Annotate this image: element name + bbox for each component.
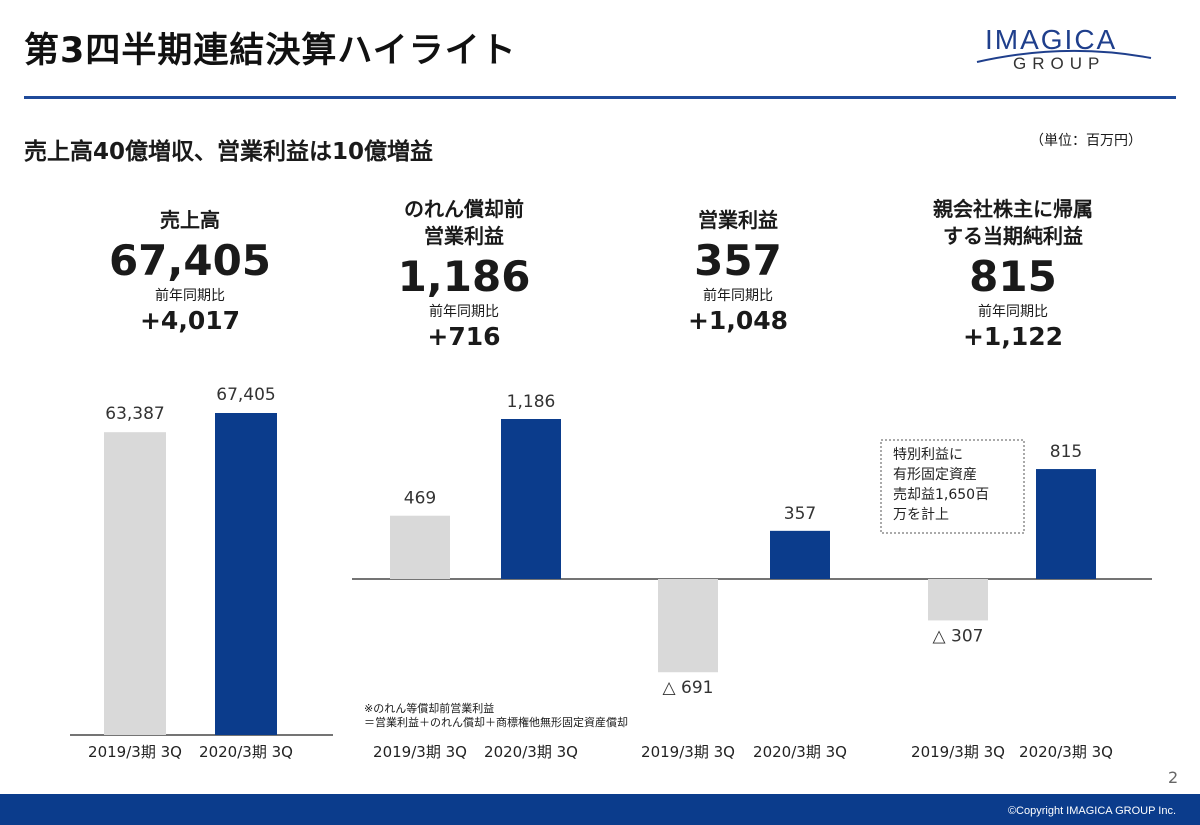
metric-bar	[928, 579, 988, 621]
company-logo: IMAGICA GROUP	[975, 22, 1153, 74]
category-label: 2020/3期 3Q	[199, 743, 293, 761]
category-label: 2019/3期 3Q	[373, 743, 467, 761]
bar-data-label: 1,186	[507, 392, 556, 412]
bar-data-label: △ 691	[663, 678, 714, 698]
callout-box	[880, 439, 1025, 534]
kpi-cmp-label: 前年同期比	[429, 304, 499, 320]
category-label: 2019/3期 3Q	[911, 743, 1005, 761]
bar-data-label: 357	[784, 504, 816, 524]
kpi-card: 売上高 67,405 前年同期比 +4,017	[75, 207, 305, 336]
metric-bar	[390, 515, 450, 579]
kpi-card: のれん償却前 営業利益 1,186 前年同期比 +716	[349, 196, 579, 352]
metric-bar	[658, 579, 718, 673]
sales-data-label: 67,405	[216, 385, 275, 405]
kpi-label: 売上高	[160, 208, 220, 232]
category-label: 2020/3期 3Q	[1019, 743, 1113, 761]
metric-bar	[1036, 469, 1096, 579]
bar-data-label: △ 307	[933, 626, 984, 646]
sales-data-label: 63,387	[105, 404, 164, 424]
kpi-cmp-value: +4,017	[139, 306, 241, 335]
metric-bar	[501, 419, 561, 579]
bar-data-label: 815	[1050, 442, 1082, 462]
unit-label: （単位：百万円）	[1030, 133, 1142, 149]
kpi-cmp-value: +1,048	[687, 306, 789, 335]
logo-swoosh-icon	[976, 49, 1152, 63]
category-label: 2019/3期 3Q	[88, 743, 182, 761]
logo-text: IMAGICA	[985, 24, 1118, 55]
footnote-line: ※のれん等償却前営業利益	[364, 702, 495, 715]
kpi-cmp-label: 前年同期比	[703, 288, 773, 304]
callout-text: 有形固定資産	[893, 467, 977, 483]
footnote-line: ＝営業利益＋のれん償却＋商標権他無形固定資産償却	[364, 716, 628, 729]
kpi-label: 営業利益	[698, 208, 778, 232]
sales-bar	[104, 432, 166, 735]
kpi-label: する当期純利益	[943, 224, 1083, 248]
page-title: 第3四半期連結決算ハイライト	[24, 31, 517, 71]
kpi-card: 営業利益 357 前年同期比 +1,048	[623, 207, 853, 336]
footer-bar: ©Copyright IMAGICA GROUP Inc.	[0, 794, 1200, 825]
kpi-card: 親会社株主に帰属 する当期純利益 815 前年同期比 +1,122	[898, 196, 1128, 352]
category-label: 2019/3期 3Q	[641, 743, 735, 761]
copyright: ©Copyright IMAGICA GROUP Inc.	[1007, 805, 1176, 817]
kpi-value: 815	[969, 252, 1057, 301]
category-label: 2020/3期 3Q	[484, 743, 578, 761]
callout-text: 特別利益に	[893, 447, 963, 463]
sales-bar	[215, 413, 277, 735]
category-label: 2020/3期 3Q	[753, 743, 847, 761]
kpi-cmp-value: +1,122	[962, 322, 1064, 351]
kpi-cmp-label: 前年同期比	[155, 288, 225, 304]
kpi-value: 357	[694, 236, 782, 285]
kpi-label: のれん償却前	[404, 197, 524, 221]
bar-data-label: 469	[404, 489, 436, 509]
footnote: ※のれん等償却前営業利益 ＝営業利益＋のれん償却＋商標権他無形固定資産償却	[364, 702, 628, 730]
logo-subtext: GROUP	[1013, 54, 1106, 73]
header-divider	[24, 96, 1176, 99]
kpi-label: 営業利益	[424, 224, 504, 248]
kpi-value: 1,186	[397, 252, 531, 301]
bar-charts: 63,387 2019/3期 3Q 67,405 2020/3期 3Q 469 2019/…	[70, 385, 1152, 761]
kpi-label: 親会社株主に帰属	[933, 197, 1093, 221]
kpi-cmp-label: 前年同期比	[978, 304, 1048, 320]
metric-bar	[770, 530, 830, 579]
callout-text: 売却益1,650百	[893, 487, 989, 503]
kpi-cmp-value: +716	[427, 322, 501, 351]
kpi-value: 67,405	[108, 236, 272, 285]
page-number: 2	[1168, 768, 1179, 787]
page-subtitle: 売上高40億増収、営業利益は10億増益	[24, 139, 434, 165]
callout-text: 万を計上	[893, 507, 949, 523]
